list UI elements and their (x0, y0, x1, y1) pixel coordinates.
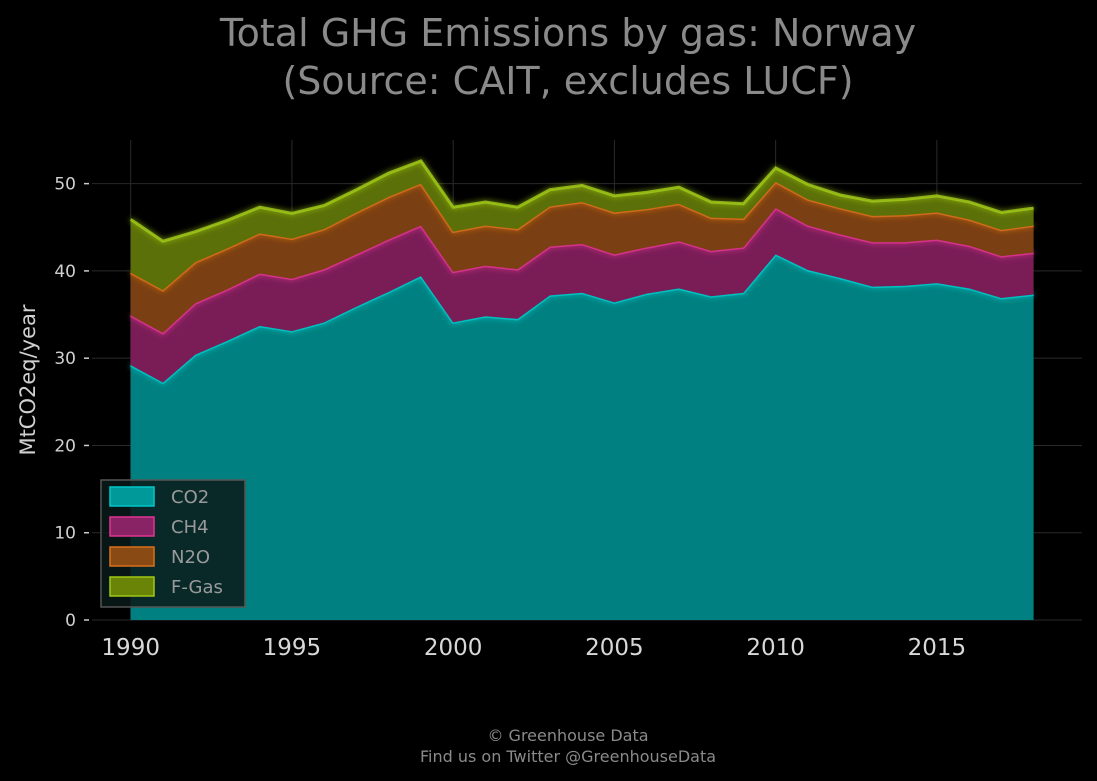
legend-swatch-n2o (109, 546, 155, 567)
y-tick-label-0: 0 (65, 611, 76, 631)
y-tick-label-4: 40 (54, 262, 76, 282)
legend-label-n2o: N2O (171, 547, 210, 568)
area-co2 (130, 254, 1034, 620)
x-tick-label-5: 2015 (908, 635, 967, 661)
y-tick-label-3: 30 (54, 349, 76, 369)
legend-swatch-co2 (109, 486, 155, 507)
area-ch4 (130, 208, 1034, 383)
area-n2o (130, 181, 1034, 333)
legend-label-f-gas: F-Gas (171, 577, 223, 598)
chart-title-line-2: (Source: CAIT, excludes LUCF) (282, 59, 853, 103)
y-axis-ticks: 0 10 20 30 40 50 (54, 175, 89, 631)
area-f-gas (130, 160, 1034, 291)
x-tick-label-1: 1995 (263, 635, 322, 661)
x-tick-label-0: 1990 (101, 635, 160, 661)
stacked-areas (129, 159, 1034, 620)
legend-swatch-f-gas (109, 576, 155, 597)
legend: CO2 CH4 N2O F-Gas (100, 479, 246, 608)
x-tick-label-2: 2000 (424, 635, 483, 661)
y-tick-label-2: 20 (54, 436, 76, 456)
x-tick-label-4: 2010 (746, 635, 805, 661)
legend-label-co2: CO2 (171, 487, 209, 508)
x-tick-label-3: 2005 (585, 635, 644, 661)
legend-swatch-ch4 (109, 516, 155, 537)
legend-label-ch4: CH4 (171, 517, 209, 538)
line-f-gas (129, 159, 1034, 243)
y-axis-label: MtCO2eq/year (16, 304, 40, 455)
footer-copyright: © Greenhouse Data (487, 726, 648, 745)
y-tick-label-1: 10 (54, 524, 76, 544)
chart-title-line-1: Total GHG Emissions by gas: Norway (219, 11, 916, 55)
y-tick-label-5: 50 (54, 175, 76, 195)
footer-twitter: Find us on Twitter @GreenhouseData (420, 747, 716, 766)
x-axis-ticks: 1990 1995 2000 2005 2010 2015 (101, 635, 966, 661)
